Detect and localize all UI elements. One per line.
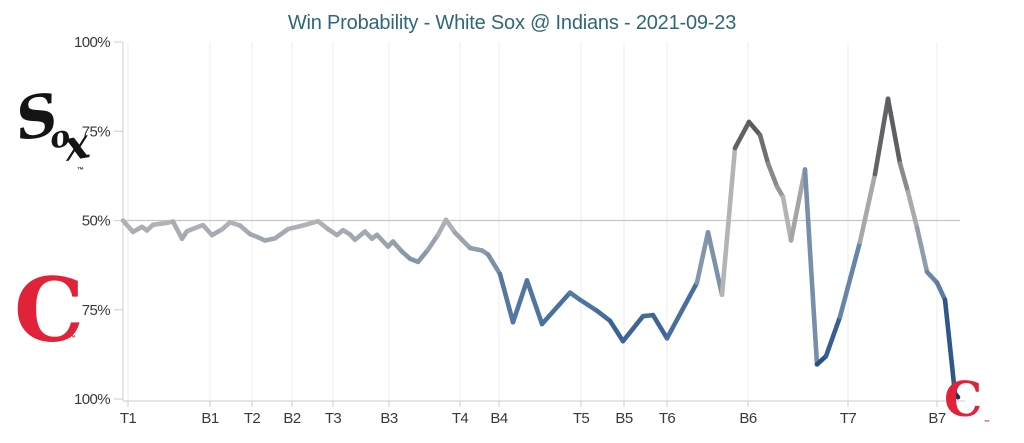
win-prob-line-segment — [524, 278, 545, 327]
win-prob-line-segment — [757, 132, 771, 166]
win-prob-line-segment — [415, 247, 431, 265]
white-sox-logo: Sox ™ — [10, 80, 93, 180]
win-prob-line-segment — [857, 171, 878, 245]
x-tick-label: B1 — [201, 410, 218, 427]
win-prob-line-segment — [170, 219, 185, 242]
win-prob-line-segment — [885, 96, 903, 166]
x-tick-label: T2 — [244, 410, 261, 427]
indians-logo: C ™ — [14, 266, 84, 354]
x-tick-label: T1 — [120, 410, 137, 427]
x-tick-label: B5 — [615, 410, 632, 427]
x-tick-label: T3 — [325, 410, 342, 427]
x-tick-label: B2 — [283, 410, 300, 427]
win-prob-line-segment — [620, 313, 646, 344]
win-prob-line-segment — [897, 161, 911, 195]
win-prob-line-segment — [539, 290, 573, 327]
win-prob-line-segment — [452, 230, 473, 251]
win-prob-line-segment — [374, 232, 391, 249]
y-tick-label: 100% — [74, 34, 110, 51]
win-prob-line-segment — [120, 218, 136, 235]
win-prob-line-segment — [732, 119, 752, 151]
y-tick-label: 75% — [82, 123, 110, 140]
win-prob-line-segment — [650, 312, 670, 341]
y-tick-label: 50% — [82, 213, 110, 230]
trademark-symbol: ™ — [984, 420, 990, 426]
x-tick-label: B3 — [380, 410, 397, 427]
win-prob-line-segment — [837, 239, 863, 320]
win-prob-line-segment — [664, 280, 700, 341]
win-prob-line-segment — [924, 269, 940, 285]
indians-logo-text: C — [14, 258, 85, 362]
win-prob-line-segment — [905, 189, 920, 230]
win-prob-line-segment — [425, 232, 441, 253]
y-tick-label: 75% — [82, 302, 110, 319]
x-tick-label: B7 — [928, 410, 945, 427]
win-prob-line-segment — [872, 96, 891, 177]
win-prob-line-segment — [788, 167, 808, 243]
indians-winner-logo-text: C — [944, 372, 983, 428]
x-tick-label: T7 — [840, 410, 857, 427]
win-prob-line-segment — [942, 297, 958, 396]
win-prob-line-segment — [485, 252, 503, 277]
win-prob-line-segment — [594, 308, 613, 324]
win-prob-line-segment — [719, 145, 738, 298]
trademark-symbol: ™ — [69, 335, 76, 342]
x-tick-label: T5 — [573, 410, 590, 427]
win-prob-line-segment — [746, 119, 763, 138]
win-prob-line-segment — [272, 226, 291, 241]
y-tick-label: 100% — [74, 391, 110, 408]
win-prob-line-segment — [497, 271, 516, 325]
x-tick-label: B6 — [739, 410, 756, 427]
trademark-symbol: ™ — [77, 167, 84, 174]
win-prob-line-segment — [435, 217, 449, 238]
win-prob-line-segment — [934, 280, 948, 303]
win-prob-line-segment — [802, 167, 820, 367]
indians-winner-logo: C ™ — [944, 376, 992, 428]
win-prob-line-segment — [780, 194, 794, 243]
win-prob-line-segment — [914, 225, 930, 275]
win-prob-line-segment — [607, 318, 626, 344]
win-prob-line-segment — [765, 161, 780, 189]
x-tick-label: B4 — [490, 410, 507, 427]
win-prob-line-segment — [952, 391, 961, 400]
win-prob-line-segment — [285, 223, 306, 232]
win-prob-line-segment — [443, 217, 458, 235]
x-tick-label: T6 — [659, 410, 676, 427]
win-prob-line-segment — [705, 229, 725, 298]
win-prob-line-segment — [510, 278, 530, 325]
win-prob-line-segment — [577, 297, 600, 314]
win-prob-line-segment — [300, 218, 321, 228]
white-sox-logo-text: Sox — [10, 80, 93, 171]
x-tick-label: T4 — [452, 410, 469, 427]
chart-title: Win Probability - White Sox @ Indians - … — [287, 12, 737, 34]
win-prob-line-segment — [694, 229, 711, 285]
win-prob-line-segment — [823, 314, 843, 359]
